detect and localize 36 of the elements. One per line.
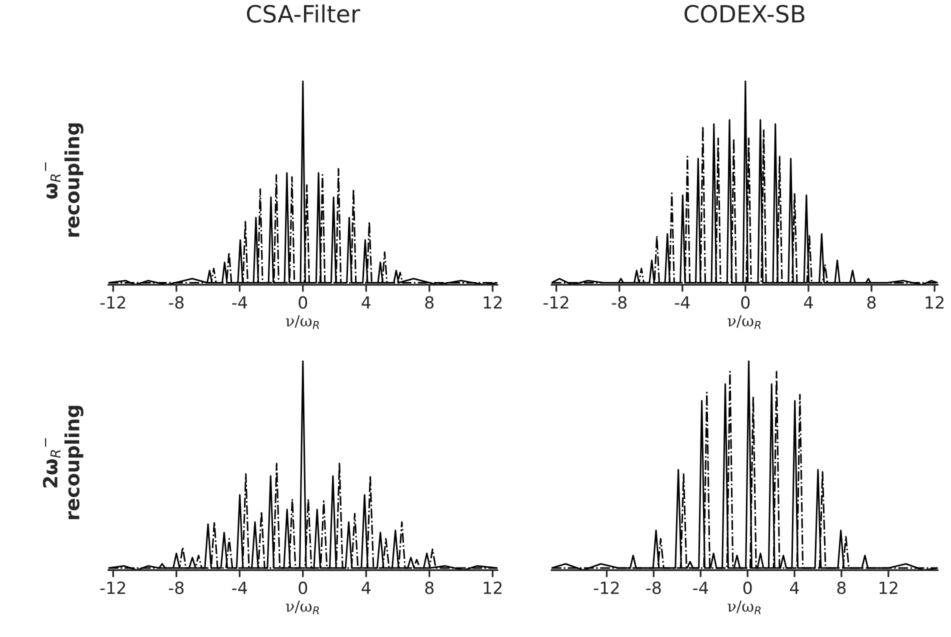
x-tick-label: -12 (100, 582, 126, 594)
x-axis-title: ν/ω$_{R}$ (728, 600, 761, 614)
x-tick-label: 0 (741, 296, 750, 309)
x-tick-label: 8 (867, 296, 876, 309)
x-tick-label: -8 (168, 582, 184, 594)
chart-title: CSA-Filter (246, 4, 360, 23)
x-tick-label: 4 (362, 296, 371, 309)
x-tick-label: -8 (612, 296, 627, 309)
x-tick-label: -12 (544, 296, 568, 309)
x-tick-label: 8 (425, 296, 434, 309)
chart-title: CODEX-SB (684, 4, 804, 23)
x-tick-label: 12 (484, 582, 502, 594)
x-tick-label: 8 (425, 582, 434, 594)
x-tick-label: -12 (594, 582, 619, 594)
text: 2ω$_{R}$$^{−}$ recoupling (42, 406, 84, 520)
x-tick-label: 0 (298, 582, 308, 594)
x-tick-label: -8 (168, 296, 184, 309)
x-axis-title: ν/ω$_{R}$ (286, 600, 319, 614)
x-tick-label: -4 (232, 582, 248, 594)
x-axis-title: ν/ω$_{R}$ (286, 315, 319, 329)
x-tick-label: -4 (232, 296, 248, 309)
x-tick-label: -12 (100, 296, 126, 309)
x-tick-label: 4 (804, 296, 813, 309)
x-tick-label: 4 (790, 582, 799, 594)
text: ω$_{R}$$^{−}$ recoupling (45, 123, 84, 237)
x-tick-label: 0 (298, 296, 308, 309)
x-tick-label: -4 (674, 296, 690, 309)
x-tick-label: 0 (743, 582, 752, 594)
x-tick-label: -4 (693, 582, 708, 594)
x-tick-label: -8 (646, 582, 661, 594)
x-tick-label: 12 (484, 296, 502, 309)
x-tick-label: 12 (880, 582, 898, 594)
x-tick-label: 8 (837, 582, 846, 594)
x-tick-label: 4 (362, 582, 371, 594)
x-axis-title: ν/ω$_{R}$ (728, 315, 761, 329)
x-tick-label: 12 (926, 296, 944, 309)
